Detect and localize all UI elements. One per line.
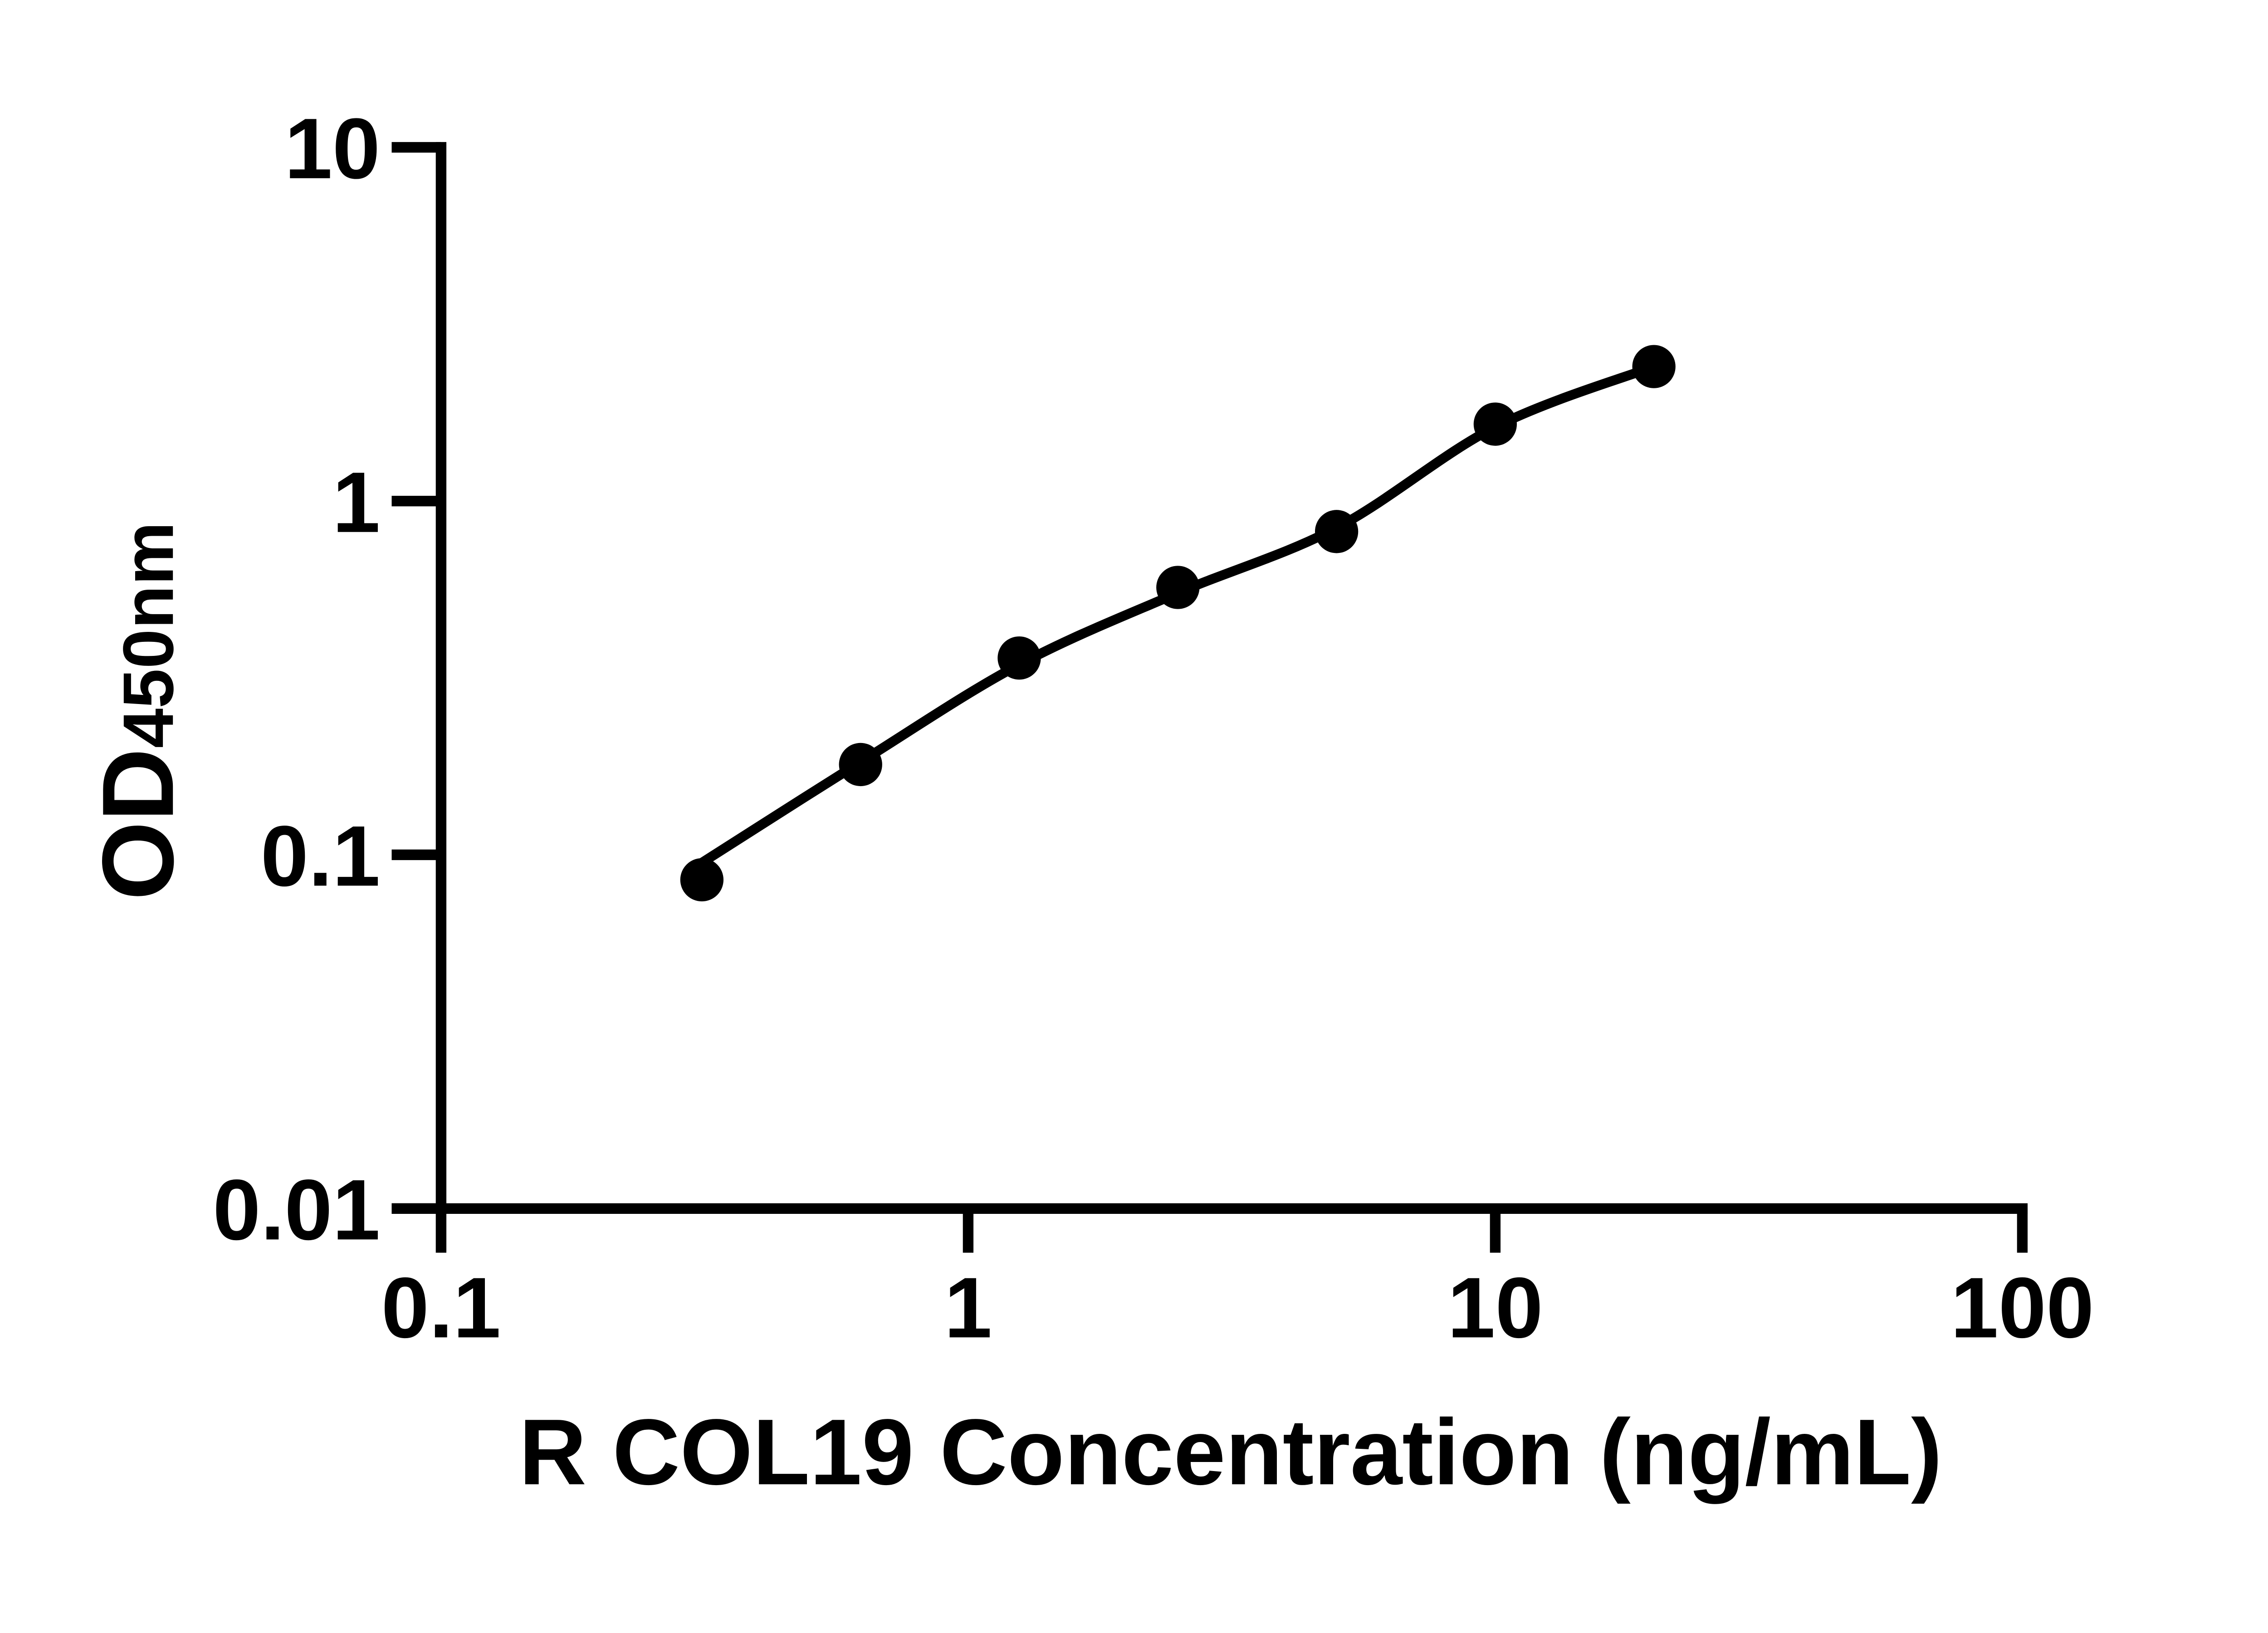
x-tick-labels: 0.1 1 10 100 [381,1260,2094,1356]
elisa-standard-curve-figure: 0.1 1 10 100 10 1 0.1 0.01 R COL19 Concentrati… [82,100,2094,1505]
x-tick-label: 100 [1950,1260,2094,1356]
y-axis-title-main: OD [82,748,195,900]
data-point [680,858,724,902]
y-tick-marks [391,142,441,1214]
data-point [1473,402,1517,446]
y-tick-labels: 10 1 0.1 0.01 [213,101,380,1258]
x-tick-label: 1 [944,1260,992,1356]
x-axis-title: R COL19 Concentration (ng/mL) [519,1399,1942,1504]
x-tick-label: 0.1 [381,1260,501,1356]
y-axis-title: OD450nm [82,522,195,900]
data-point [1315,510,1359,553]
y-tick-label: 1 [332,455,380,551]
data-point [839,743,882,787]
data-point-markers [680,345,1676,902]
y-axis-title-subscript: 450nm [108,522,188,748]
x-tick-marks [435,1208,2028,1253]
y-tick-label: 10 [284,101,380,197]
data-point [1156,566,1200,609]
fit-curve-line [697,362,1659,868]
data-point [1632,345,1676,388]
data-point [997,636,1041,680]
y-tick-label: 0.1 [261,808,381,905]
x-tick-label: 10 [1447,1260,1543,1356]
y-tick-label: 0.01 [213,1162,380,1258]
